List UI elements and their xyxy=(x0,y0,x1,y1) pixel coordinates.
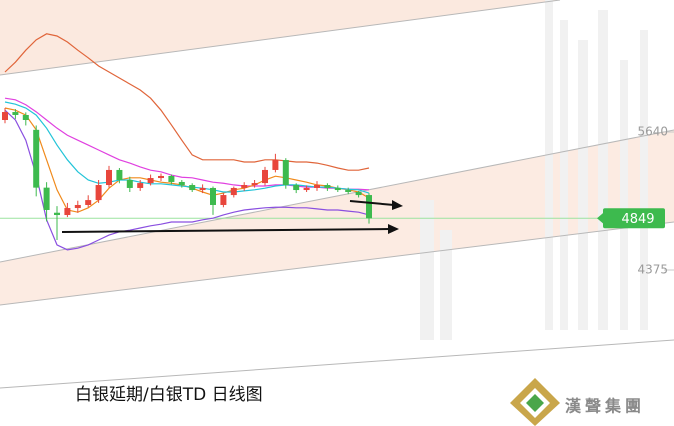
candle-body xyxy=(282,160,289,186)
trend-line xyxy=(0,221,674,306)
logo: 漢聲集團 xyxy=(510,378,645,426)
arrow-head xyxy=(388,224,399,234)
candle-body xyxy=(43,187,50,210)
indicator-line xyxy=(4,109,370,251)
candle-body xyxy=(189,185,196,191)
candle-body xyxy=(168,175,175,182)
candle-body xyxy=(64,208,71,216)
candle-body xyxy=(116,169,123,180)
candle-body xyxy=(22,114,29,120)
candle-body xyxy=(158,175,164,179)
candle-body xyxy=(137,183,144,188)
candle-body xyxy=(251,183,258,186)
indicator-line xyxy=(4,101,370,194)
candle-body xyxy=(334,187,341,191)
trend-line xyxy=(0,339,674,389)
candle-body xyxy=(126,180,133,188)
candle-body xyxy=(241,185,248,188)
candle-body xyxy=(54,212,60,216)
candle-body xyxy=(355,192,362,196)
candle-body xyxy=(366,195,372,219)
candle-body xyxy=(220,195,227,205)
last-price-label: 4849 xyxy=(621,212,654,227)
candle-body xyxy=(106,169,112,186)
indicator-line xyxy=(4,33,370,171)
candle-body xyxy=(303,187,310,191)
candle-body xyxy=(85,200,92,205)
candle-body xyxy=(272,160,279,170)
candle-body xyxy=(74,204,81,209)
arrow xyxy=(61,228,391,233)
y-tick-label: 5640 xyxy=(637,125,668,139)
last-price-box xyxy=(603,208,665,229)
candle-body xyxy=(314,185,320,188)
candle-body xyxy=(199,187,206,191)
arrow-head xyxy=(392,200,403,210)
logo-diamond xyxy=(526,394,544,412)
candle-body xyxy=(324,185,331,188)
candle-body xyxy=(2,112,8,120)
candle-body xyxy=(147,178,154,184)
last-price-pointer xyxy=(597,212,604,225)
candle-body xyxy=(262,169,268,184)
candle-body xyxy=(210,187,216,205)
candle-body xyxy=(95,185,102,201)
arrow xyxy=(349,200,395,206)
candle-body xyxy=(293,185,300,191)
plot: 5640 4375 4849 xyxy=(0,33,674,277)
candle-body xyxy=(230,187,237,196)
background xyxy=(0,0,674,389)
logo-text: 漢聲集團 xyxy=(565,397,645,416)
indicator-line xyxy=(4,97,370,191)
candle-body xyxy=(33,129,40,188)
candle-body xyxy=(178,181,185,186)
indicator-line xyxy=(4,107,370,213)
candle-body xyxy=(12,112,19,115)
candle-body xyxy=(345,190,352,192)
y-tick-label: 4375 xyxy=(637,263,668,277)
chart-title: 白银延期/白银TD 日线图 xyxy=(75,385,263,405)
channel-shade xyxy=(0,130,674,305)
trend-line xyxy=(0,129,674,263)
watermark-buildings xyxy=(420,0,648,340)
arrows xyxy=(61,200,403,234)
